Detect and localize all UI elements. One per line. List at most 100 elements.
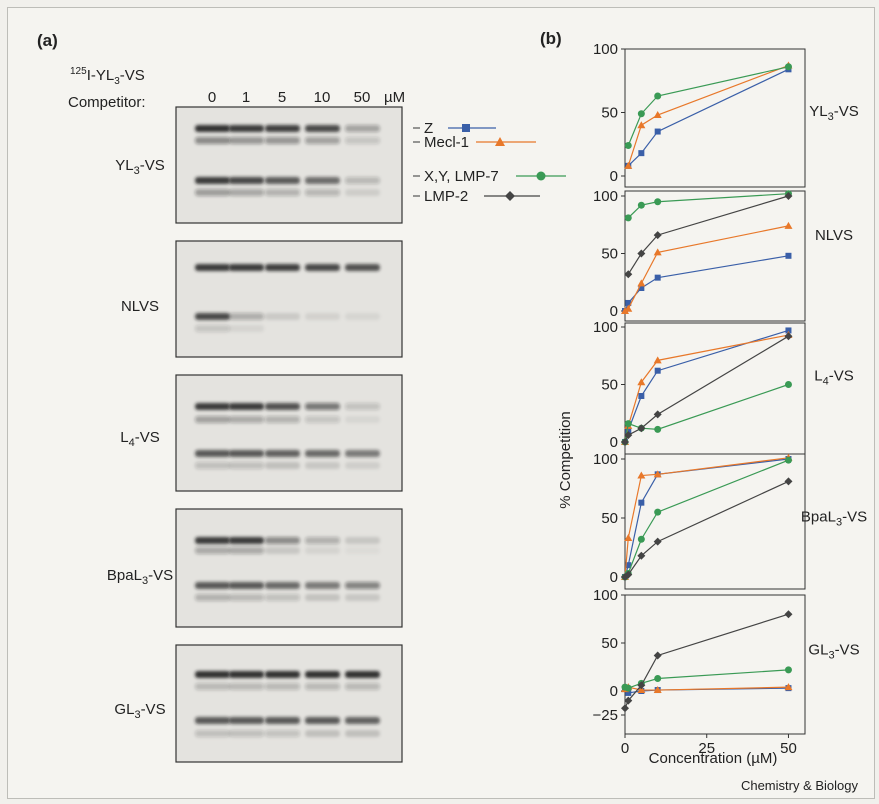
plot-panel-title-base: L [814,368,822,385]
data-point [653,651,662,660]
plot-panel-title: YL3-VS [809,103,859,123]
gel-panel-label-base: YL [115,157,133,174]
data-point [637,201,645,209]
probe-name: I-YL [87,67,115,84]
gel-band [265,547,300,554]
data-point [625,562,632,569]
gel-band [345,137,380,144]
data-point [637,551,646,560]
series-line-mecl-1 [624,457,789,578]
gel-band [229,582,264,589]
gel-band [265,462,300,469]
series-line-x-y-lmp-7 [624,669,789,689]
gel-band [229,462,264,469]
legend-marker [495,137,505,146]
gel-band [345,403,380,410]
y-tick-label: 100 [593,41,618,58]
plot-panel-4: 0 50 100 BpaL3-VS [593,451,867,590]
plot-panel-5: −25 0 50 100 GL3-VS [593,587,860,735]
y-axis-label: % Competition [557,411,574,509]
gel-panel-label: GL3-VS [114,701,165,721]
gel-band [265,416,300,423]
concentration-0: 0 [208,89,216,106]
gel-band [345,683,380,690]
competitor-label: Competitor: [68,94,146,111]
y-tick-label: 0 [610,168,618,185]
y-tick-label: 0 [610,683,618,700]
concentration-5: 5 [278,89,286,106]
data-point [624,304,633,312]
data-point [624,696,633,705]
data-point [638,393,645,399]
y-tick-label: 50 [601,246,618,263]
gel-band [265,264,300,271]
data-point [784,477,793,486]
gel-band [195,313,230,320]
gel-band [345,189,380,196]
data-point [654,128,661,135]
series-line-lmp-2 [624,480,789,578]
gel-band [265,313,300,320]
data-point [784,683,793,691]
gel-band [265,403,300,410]
gel-band [305,264,340,271]
data-point [653,537,662,546]
plot-panel-1: 0 50 100 YL3-VS [593,41,859,188]
gel-panel-label: NLVS [121,298,159,315]
gel-band [229,264,264,271]
data-point [637,110,645,118]
gel-band [229,189,264,196]
probe-label: 125I-YL3-VS [70,66,145,87]
gel-band [265,125,300,132]
gel-band [229,537,264,544]
data-point [785,327,792,334]
data-point [784,63,792,71]
gel-band [195,717,230,724]
data-point [625,427,632,434]
gel-panel-label: L4-VS [120,429,159,449]
data-point [653,470,662,478]
data-point [784,456,792,464]
gel-band [195,547,230,554]
gel-band [305,730,340,737]
gel-panel-label-base: L [120,429,128,446]
gel-panel-label-rest: -VS [135,429,160,446]
y-tick-label: 0 [610,569,618,586]
series-line-lmp-2 [627,195,789,275]
data-point [653,686,662,694]
data-point [654,508,662,516]
series-line-z [624,329,789,443]
legend-marker [462,124,470,132]
gel-frame [175,644,403,763]
gel-band [195,264,230,271]
data-point [654,198,662,206]
y-tick-label: 100 [593,587,618,604]
gel-band [305,416,340,423]
gel-band [229,717,264,724]
data-point [624,270,633,279]
data-point [654,675,662,683]
series-line-lmp-2 [624,335,789,443]
data-point [638,499,645,506]
gel-band [265,717,300,724]
y-tick-label: −25 [593,707,618,724]
plot-panel-title-base: BpaL [801,509,836,526]
gel-band [305,594,340,601]
plot-panel-title-base: NLVS [815,227,853,244]
gel-panel-5: GL3-VS [114,644,403,763]
band-label: Z [424,120,433,137]
gel-band [345,462,380,469]
plot-panel-title: L4-VS [814,368,853,388]
gel-band [305,547,340,554]
gel-frame [175,508,403,628]
series-line-z [624,255,789,312]
data-point [625,299,632,306]
gel-band [229,125,264,132]
data-point [638,150,645,157]
data-point [621,704,629,713]
gel-band [229,671,264,678]
gel-band [195,537,230,544]
plot-panel-3: 0 50 100 L4-VS [593,319,854,455]
